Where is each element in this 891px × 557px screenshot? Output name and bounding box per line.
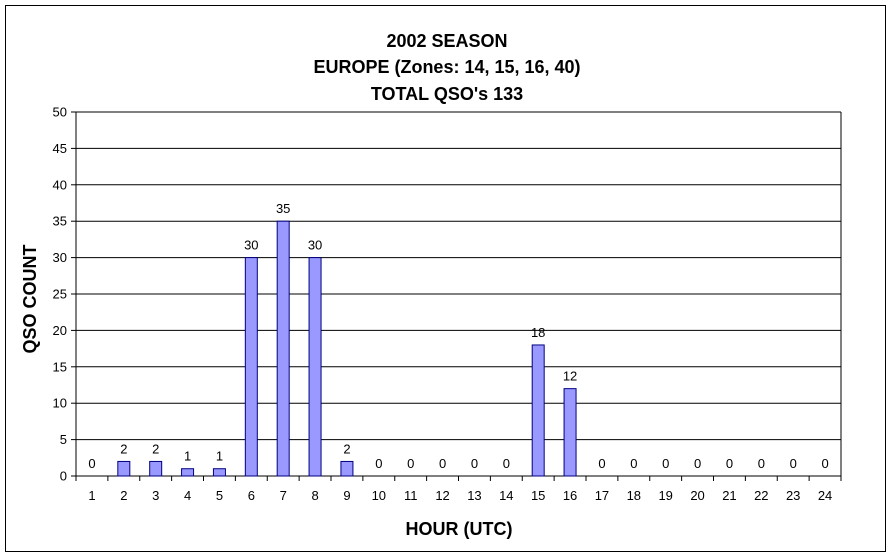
data-label-hour-12: 0 xyxy=(439,456,446,471)
data-label-hour-23: 0 xyxy=(790,456,797,471)
x-tick-label-hour-8: 8 xyxy=(311,488,318,503)
data-label-hour-7: 35 xyxy=(276,201,290,216)
bar-hour-9 xyxy=(340,460,354,477)
bars xyxy=(117,220,577,477)
data-label-hour-24: 0 xyxy=(821,456,828,471)
bar-hour-5 xyxy=(212,468,226,477)
data-label-hour-9: 2 xyxy=(343,441,350,456)
data-label-hour-11: 0 xyxy=(407,456,414,471)
bar-hour-2 xyxy=(117,460,131,477)
data-label-hour-10: 0 xyxy=(375,456,382,471)
data-label-hour-15: 18 xyxy=(531,325,545,340)
x-tick-label-hour-4: 4 xyxy=(184,488,191,503)
x-tick-label-hour-9: 9 xyxy=(343,488,350,503)
data-label-hour-17: 0 xyxy=(598,456,605,471)
y-tick-label: 35 xyxy=(53,214,67,229)
chart-title-line-3: TOTAL QSO's 133 xyxy=(371,84,523,104)
x-tick-label-hour-1: 1 xyxy=(88,488,95,503)
bar-hour-15 xyxy=(531,344,545,477)
x-axis-title: HOUR (UTC) xyxy=(406,519,513,539)
y-tick-label: 50 xyxy=(53,105,67,120)
data-label-hour-14: 0 xyxy=(503,456,510,471)
x-tick-label-hour-14: 14 xyxy=(499,488,513,503)
x-tick-label-hour-17: 17 xyxy=(595,488,609,503)
y-tick-label: 15 xyxy=(53,359,67,374)
data-label-hour-4: 1 xyxy=(184,449,191,464)
bar-hour-6 xyxy=(244,257,258,477)
data-label-hour-21: 0 xyxy=(726,456,733,471)
data-label-hour-1: 0 xyxy=(88,456,95,471)
x-tick-label-hour-3: 3 xyxy=(152,488,159,503)
bar-hour-7 xyxy=(276,220,290,477)
x-tick-label-hour-20: 20 xyxy=(690,488,704,503)
bar-hour-16 xyxy=(563,388,577,477)
chart-title-line-2: EUROPE (Zones: 14, 15, 16, 40) xyxy=(313,57,580,77)
data-label-hour-19: 0 xyxy=(662,456,669,471)
x-tick-label-hour-21: 21 xyxy=(722,488,736,503)
data-label-hour-18: 0 xyxy=(630,456,637,471)
x-tick-label-hour-19: 19 xyxy=(658,488,672,503)
bar-chart: 2002 SEASON EUROPE (Zones: 14, 15, 16, 4… xyxy=(20,31,842,539)
data-label-hour-3: 2 xyxy=(152,441,159,456)
data-label-hour-16: 12 xyxy=(563,369,577,384)
x-tick-label-hour-12: 12 xyxy=(435,488,449,503)
y-tick-label: 45 xyxy=(53,141,67,156)
y-tick-label: 25 xyxy=(53,287,67,302)
chart-title-line-1: 2002 SEASON xyxy=(386,31,507,51)
y-tick-label: 40 xyxy=(53,177,67,192)
data-label-hour-8: 30 xyxy=(308,238,322,253)
data-label-hour-22: 0 xyxy=(758,456,765,471)
data-label-hour-20: 0 xyxy=(694,456,701,471)
y-axis-title: QSO COUNT xyxy=(20,244,40,353)
data-label-hour-5: 1 xyxy=(216,449,223,464)
y-tick-label: 20 xyxy=(53,323,67,338)
x-tick-label-hour-10: 10 xyxy=(372,488,386,503)
y-tick-label: 30 xyxy=(53,250,67,265)
y-tick-label: 10 xyxy=(53,396,67,411)
chart-frame: 2002 SEASON EUROPE (Zones: 14, 15, 16, 4… xyxy=(5,5,886,552)
x-tick-label-hour-24: 24 xyxy=(818,488,832,503)
data-labels: 0 2 2 1 1 30 35 30 2 0 0 0 0 0 18 12 0 0 0 0 0 0 0 0 xyxy=(88,201,828,471)
data-label-hour-13: 0 xyxy=(471,456,478,471)
x-tick-label-hour-16: 16 xyxy=(563,488,577,503)
y-tick-label: 0 xyxy=(60,469,67,484)
x-tick-label-hour-2: 2 xyxy=(120,488,127,503)
x-tick-label-hour-13: 13 xyxy=(467,488,481,503)
x-tick-label-hour-6: 6 xyxy=(248,488,255,503)
y-tick-label: 5 xyxy=(60,432,67,447)
data-label-hour-2: 2 xyxy=(120,441,127,456)
bar-hour-4 xyxy=(181,468,195,477)
x-tick-label-hour-18: 18 xyxy=(627,488,641,503)
x-tick-label-hour-11: 11 xyxy=(404,488,418,503)
x-tick-label-hour-5: 5 xyxy=(216,488,223,503)
gridlines xyxy=(76,111,841,441)
x-tick-label-hour-23: 23 xyxy=(786,488,800,503)
x-tick-label-hour-15: 15 xyxy=(531,488,545,503)
bar-hour-3 xyxy=(149,460,163,477)
data-label-hour-6: 30 xyxy=(244,238,258,253)
x-tick-label-hour-22: 22 xyxy=(754,488,768,503)
bar-hour-8 xyxy=(308,257,322,477)
x-tick-label-hour-7: 7 xyxy=(280,488,287,503)
axes xyxy=(71,111,842,481)
